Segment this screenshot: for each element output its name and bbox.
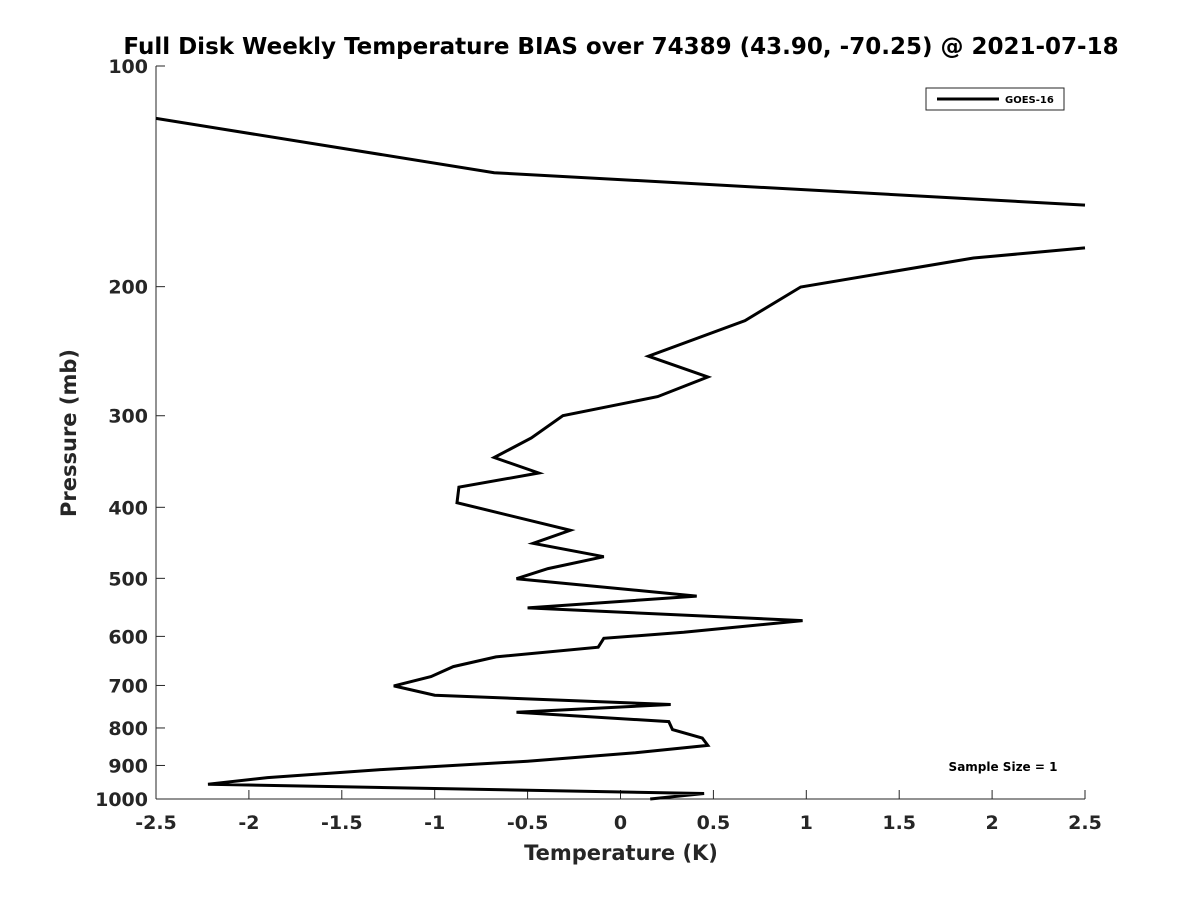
x-tick-label: -1.5 [321, 812, 363, 834]
y-tick-label: 800 [108, 718, 148, 740]
chart-title: Full Disk Weekly Temperature BIAS over 7… [123, 34, 1118, 60]
series-line-goes-16 [155, 116, 1086, 207]
sample-size-annotation: Sample Size = 1 [949, 760, 1058, 774]
x-tick-label: 0 [614, 812, 627, 834]
legend: GOES-16 [925, 87, 1065, 111]
y-tick-label: 300 [108, 406, 148, 428]
y-tick-label: 100 [108, 56, 148, 78]
x-tick-label: 1 [800, 812, 813, 834]
x-tick-label: -2.5 [135, 812, 177, 834]
legend-label-goes-16: GOES-16 [1005, 95, 1054, 106]
axes-frame [155, 66, 1085, 800]
y-tick-label: 600 [108, 626, 148, 648]
series-layer [155, 116, 1086, 801]
y-tick-label: 500 [108, 568, 148, 590]
x-tick-label: 1.5 [882, 812, 916, 834]
x-tick-label: 2 [985, 812, 998, 834]
series-line-goes-16 [207, 246, 1086, 801]
x-tick-label: -2 [238, 812, 259, 834]
y-tick-label: 700 [108, 675, 148, 697]
x-tick-label: 0.5 [697, 812, 731, 834]
y-tick-label: 1000 [95, 789, 148, 811]
x-tick-label: 2.5 [1068, 812, 1102, 834]
y-axis-ticks: 100 200 300 400 500 600 700 800 900 1000 [95, 56, 165, 811]
y-tick-label: 400 [108, 497, 148, 519]
x-axis-label: Temperature (K) [524, 841, 718, 865]
y-tick-label: 200 [108, 277, 148, 299]
y-tick-label: 900 [108, 755, 148, 777]
x-tick-label: -1 [424, 812, 445, 834]
x-axis-ticks: -2.5 -2 -1.5 -1 -0.5 0 0.5 1 1.5 2 2.5 [135, 790, 1102, 834]
y-axis-label: Pressure (mb) [57, 349, 81, 517]
x-tick-label: -0.5 [507, 812, 549, 834]
